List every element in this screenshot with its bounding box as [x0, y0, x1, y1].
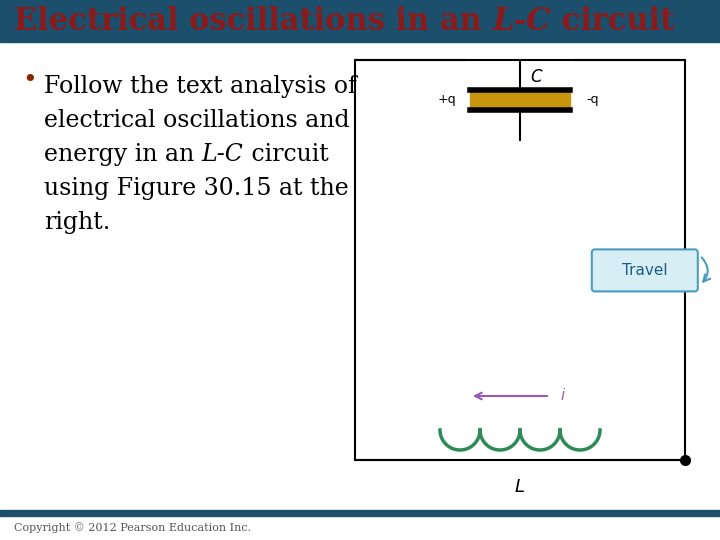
Bar: [470, 90, 570, 110]
Text: •: •: [22, 68, 37, 92]
Text: Electrical oscillations in an: Electrical oscillations in an: [14, 5, 492, 37]
Text: Travel: Travel: [622, 263, 667, 278]
Text: right.: right.: [44, 211, 110, 234]
Text: electrical oscillations and: electrical oscillations and: [44, 109, 350, 132]
Text: +q: +q: [438, 93, 456, 106]
Text: C: C: [530, 68, 541, 86]
Text: L-C: L-C: [492, 5, 551, 37]
FancyBboxPatch shape: [592, 249, 698, 292]
FancyArrowPatch shape: [475, 393, 547, 400]
Text: -q: -q: [587, 93, 599, 106]
Text: i: i: [560, 388, 564, 403]
Bar: [0, 0, 720, 42]
Text: Follow the text analysis of: Follow the text analysis of: [44, 75, 356, 98]
Text: L: L: [515, 478, 525, 496]
Text: circuit: circuit: [551, 5, 674, 37]
FancyArrowPatch shape: [702, 258, 710, 281]
Text: Copyright © 2012 Pearson Education Inc.: Copyright © 2012 Pearson Education Inc.: [14, 523, 251, 534]
Text: energy in an: energy in an: [44, 143, 202, 166]
Bar: [0, 510, 720, 516]
Text: using Figure 30.15 at the: using Figure 30.15 at the: [44, 177, 348, 200]
Text: circuit: circuit: [243, 143, 328, 166]
Text: L-C: L-C: [202, 143, 243, 166]
